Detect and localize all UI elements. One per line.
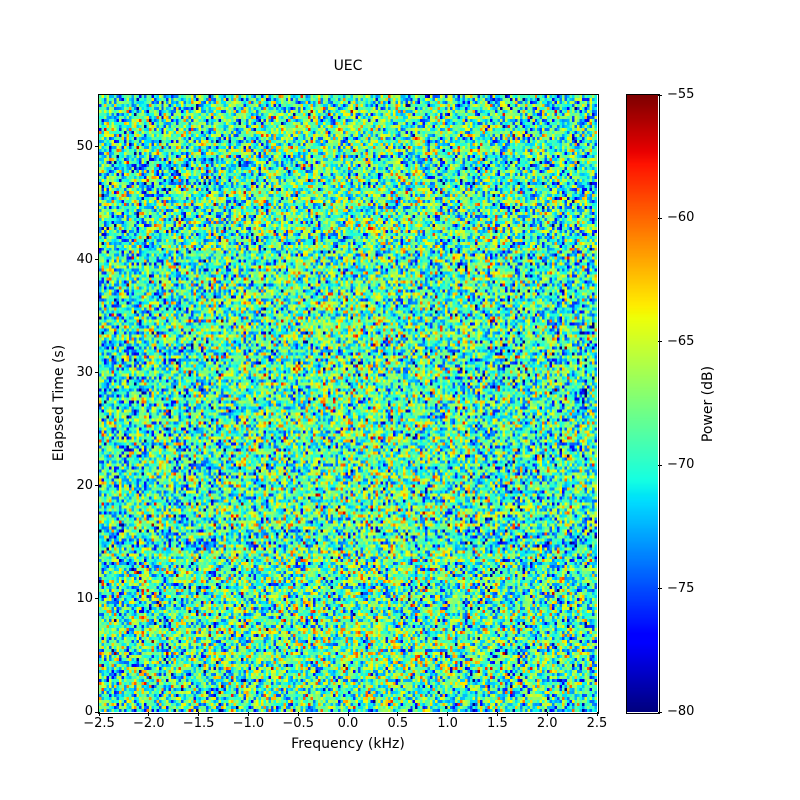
x-tick-label: −0.5: [282, 716, 314, 731]
x-tick-label: 2.5: [586, 716, 608, 731]
x-axis-label: Frequency (kHz): [291, 736, 405, 752]
x-tick-label: 0.5: [387, 716, 409, 731]
spectrogram-image: [99, 95, 597, 712]
x-tick-mark: [347, 712, 349, 716]
x-tick-mark: [546, 712, 548, 716]
plot-title: UEC: [333, 58, 363, 74]
colorbar-tick-label: −65: [667, 333, 695, 349]
colorbar-tick-mark: [658, 464, 662, 466]
x-tick-mark: [297, 712, 299, 716]
y-tick-label: 20: [76, 477, 93, 493]
x-tick-mark: [596, 712, 598, 716]
y-tick-label: 30: [76, 364, 93, 380]
x-tick-label: 1.5: [487, 716, 508, 731]
colorbar-tick-label: −60: [667, 210, 695, 226]
colorbar-tick-label: −70: [667, 457, 695, 473]
x-tick-label: −2.0: [133, 716, 165, 731]
x-tick-mark: [198, 712, 200, 716]
colorbar-tick-label: −55: [667, 87, 695, 102]
y-tick-mark: [95, 711, 99, 713]
colorbar-tick-mark: [658, 588, 662, 590]
x-tick-label: −1.5: [182, 716, 215, 731]
colorbar-tick-mark: [658, 94, 662, 96]
colorbar-tick-mark: [658, 341, 662, 343]
colorbar-gradient: [627, 95, 658, 712]
x-tick-mark: [496, 712, 498, 716]
colorbar-label: Power (dB): [700, 365, 716, 443]
x-tick-mark: [397, 712, 399, 716]
y-axis-label: Elapsed Time (s): [51, 344, 67, 462]
x-tick-mark: [447, 712, 449, 716]
y-tick-mark: [95, 598, 99, 600]
colorbar-tick-mark: [658, 711, 662, 713]
x-tick-label: −1.0: [232, 716, 265, 731]
colorbar-tick-mark: [658, 217, 662, 219]
y-tick-mark: [95, 259, 99, 261]
x-tick-mark: [98, 712, 100, 716]
colorbar-tick-label: −80: [667, 704, 695, 719]
colorbar-tick-label: −75: [667, 580, 695, 596]
x-tick-label: 1.0: [437, 716, 458, 731]
y-tick-mark: [95, 485, 99, 487]
y-tick-mark: [95, 146, 99, 148]
y-tick-label: 50: [76, 138, 93, 154]
y-tick-mark: [95, 372, 99, 374]
y-tick-label: 10: [76, 590, 93, 606]
x-tick-label: −2.5: [83, 716, 115, 731]
y-tick-label: 40: [76, 251, 93, 267]
x-tick-label: 0.0: [337, 716, 359, 731]
x-tick-label: 2.0: [536, 716, 558, 731]
x-tick-mark: [247, 712, 249, 716]
y-tick-label: 0: [84, 704, 93, 719]
x-tick-mark: [148, 712, 150, 716]
